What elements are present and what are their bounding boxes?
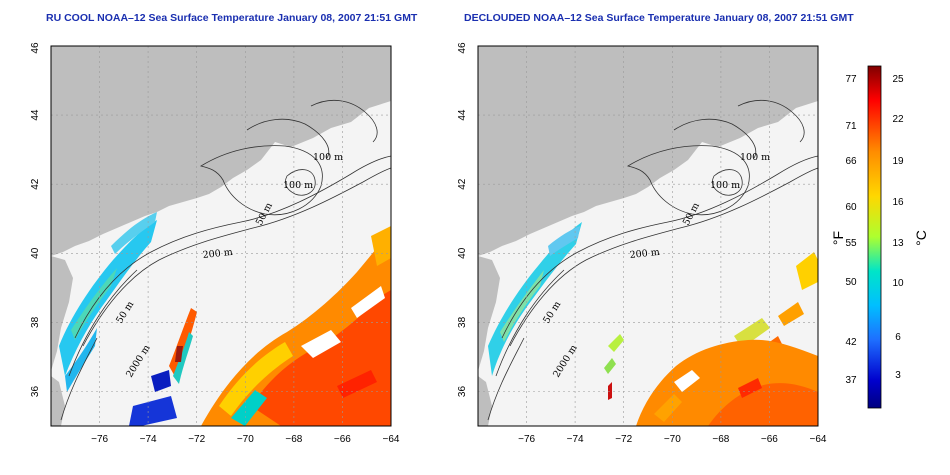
lat-tick: 44 (30, 109, 41, 121)
fahrenheit-label: °F (830, 231, 846, 245)
map-panel-right: 100 m 100 m 50 m 200 m 50 m 2000 m −76 −… (457, 42, 827, 445)
lon-tick: −64 (383, 434, 400, 445)
contour-label-100m-bank: 100 m (283, 180, 313, 191)
lon-axis: −76 −74 −72 −70 −68 −66 −64 (518, 434, 827, 445)
lat-tick: 44 (457, 109, 468, 121)
fahrenheit-tick: 50 (845, 277, 857, 288)
lon-tick: −74 (140, 434, 157, 445)
lon-tick: −72 (615, 434, 632, 445)
lat-axis: 36 38 40 42 44 46 (457, 42, 468, 397)
lat-tick: 38 (30, 316, 41, 328)
fahrenheit-tick: 77 (845, 74, 857, 85)
celsius-tick: 22 (892, 114, 904, 125)
lon-tick: −76 (518, 434, 535, 445)
sst-gulfstream-region (201, 226, 391, 426)
contour-label-200m: 200 m (629, 247, 660, 261)
lat-tick: 42 (30, 178, 41, 190)
fahrenheit-ticks: 77 71 66 60 55 50 42 37 (845, 74, 857, 386)
fahrenheit-tick: 37 (845, 375, 857, 386)
lon-tick: −66 (761, 434, 778, 445)
lon-tick: −64 (810, 434, 827, 445)
sst-gulfstream-region (636, 339, 818, 426)
lat-tick: 36 (30, 386, 41, 398)
lat-axis: 36 38 40 42 44 46 (30, 42, 41, 397)
sst-offshore-strip (169, 308, 197, 384)
celsius-ticks: 25 22 19 16 13 10 6 3 (892, 74, 904, 381)
lat-tick: 46 (457, 42, 468, 54)
fahrenheit-tick: 55 (845, 238, 857, 249)
colorbar-gradient (867, 65, 882, 409)
celsius-tick: 6 (895, 332, 901, 343)
celsius-tick: 19 (892, 156, 904, 167)
lon-tick: −72 (188, 434, 205, 445)
panel-frame (477, 45, 819, 427)
fahrenheit-tick: 42 (845, 337, 857, 348)
lon-axis: −76 −74 −72 −70 −68 −66 −64 (91, 434, 400, 445)
panel-right-title: DECLOUDED NOAA–12 Sea Surface Temperatur… (464, 12, 854, 24)
lat-tick: 42 (457, 178, 468, 190)
panel-frame (50, 45, 392, 427)
celsius-tick: 16 (892, 197, 904, 208)
lon-tick: −70 (664, 434, 681, 445)
lon-tick: −66 (334, 434, 351, 445)
lat-tick: 40 (30, 247, 41, 259)
lat-tick: 38 (457, 316, 468, 328)
celsius-tick: 3 (895, 370, 901, 381)
fahrenheit-tick: 71 (845, 121, 857, 132)
lon-tick: −76 (91, 434, 108, 445)
lon-tick: −70 (237, 434, 254, 445)
contour-label-200m: 200 m (202, 247, 233, 261)
map-panel-left: 100 m 100 m 50 m 200 m 50 m 2000 m −76 −… (30, 42, 400, 445)
celsius-tick: 25 (892, 74, 904, 85)
celsius-tick: 13 (892, 238, 904, 249)
lat-tick: 36 (457, 386, 468, 398)
celsius-tick: 10 (892, 278, 904, 289)
contour-label-100m-north: 100 m (740, 152, 770, 163)
lat-tick: 46 (30, 42, 41, 54)
contour-label-100m-bank: 100 m (710, 180, 740, 191)
fahrenheit-tick: 60 (845, 202, 857, 213)
fahrenheit-tick: 66 (845, 156, 857, 167)
lon-tick: −68 (285, 434, 302, 445)
panel-left-title: RU COOL NOAA–12 Sea Surface Temperature … (46, 12, 418, 24)
lat-tick: 40 (457, 247, 468, 259)
contour-label-100m-north: 100 m (313, 152, 343, 163)
lon-tick: −74 (567, 434, 584, 445)
sst-coastal-swath (488, 222, 582, 376)
lon-tick: −68 (712, 434, 729, 445)
celsius-label: °C (913, 230, 929, 246)
colorbar: 77 71 66 60 55 50 42 37 25 22 19 16 13 1… (830, 65, 929, 409)
